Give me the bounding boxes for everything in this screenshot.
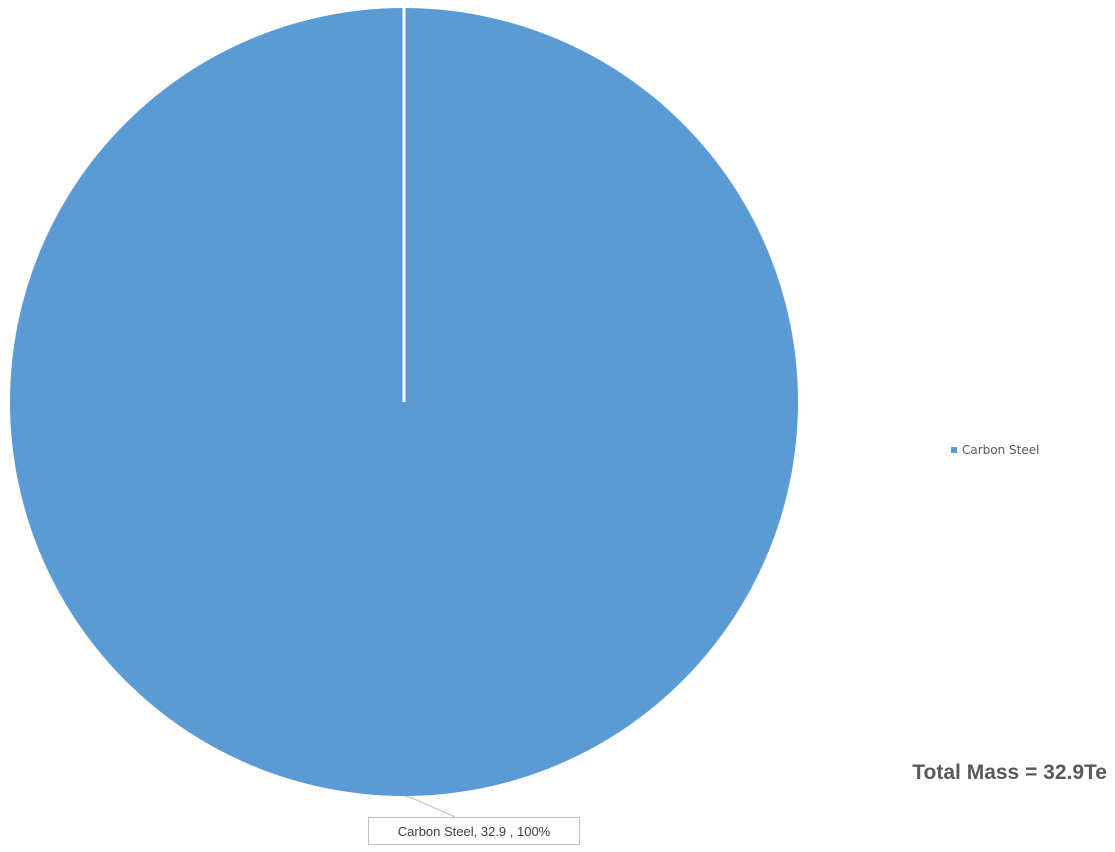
data-label-callout: Carbon Steel, 32.9 , 100% (368, 817, 580, 845)
data-label-leader-line (403, 795, 456, 818)
data-label-text: Carbon Steel, 32.9 , 100% (398, 824, 551, 839)
legend-swatch-carbon-steel (951, 447, 957, 453)
total-mass-annotation: Total Mass = 32.9Te (912, 761, 1107, 784)
legend: Carbon Steel (951, 443, 1039, 457)
data-label-box (368, 817, 580, 845)
legend-label-carbon-steel: Carbon Steel (962, 443, 1040, 457)
